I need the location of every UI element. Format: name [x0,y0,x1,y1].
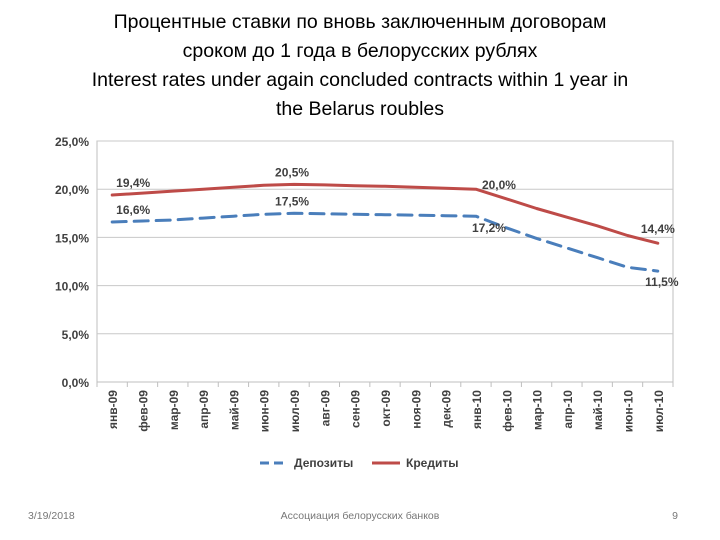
footer-page-number: 9 [672,510,678,522]
data-label: 14,4% [641,222,675,236]
y-tick-label: 15,0% [55,231,89,245]
slide-title: Процентные ставки по вновь заключенным д… [0,8,720,124]
data-label: 20,5% [275,165,309,179]
data-label: 20,0% [482,178,516,192]
x-tick-label: янв-10 [470,390,484,429]
x-tick-label: сен-09 [349,390,363,428]
footer-organization: Ассоциация белорусских банков [280,510,440,522]
legend-label-deposits: Депозиты [294,456,353,470]
x-tick-label: июл-10 [652,390,666,433]
footer-date: 3/19/2018 [28,510,75,522]
y-tick-label: 0,0% [62,376,90,390]
x-tick-label: янв-09 [106,390,120,429]
data-label: 17,5% [275,194,309,208]
legend-label-credits: Кредиты [406,456,458,470]
x-tick-label: май-09 [227,390,241,430]
x-tick-label: мар-10 [531,390,545,430]
x-tick-label: ноя-09 [409,390,423,429]
title-line-en-2: the Belarus roubles [275,98,445,120]
title-line-ru-1: Процентные ставки по вновь заключенным д… [113,11,607,33]
x-tick-label: апр-09 [197,390,211,429]
x-tick-label: май-10 [591,390,605,430]
data-label: 19,4% [116,176,150,190]
series-line-deposits [110,211,660,273]
y-tick-label: 20,0% [55,183,89,197]
x-tick-label: фев-10 [500,390,514,432]
title-line-ru-2: сроком до 1 года в белорусских рублях [182,40,538,62]
x-tick-label: окт-09 [379,390,393,427]
x-tick-label: авг-09 [318,390,332,427]
x-tick-label: июл-09 [288,390,302,433]
data-label: 17,2% [472,221,506,235]
plot-area [96,140,674,383]
y-tick-label: 5,0% [62,328,90,342]
title-line-en-1: Interest rates under again concluded con… [91,69,629,91]
x-tick-label: июн-10 [622,390,636,433]
x-tick-label: дек-09 [440,390,454,428]
data-label: 11,5% [645,275,679,289]
x-tick-label: июн-09 [258,390,272,433]
y-tick-label: 25,0% [55,135,89,149]
x-tick-label: апр-10 [561,390,575,429]
series-line-credits [110,182,660,245]
data-label: 16,6% [116,203,150,217]
y-tick-label: 10,0% [55,280,89,294]
x-tick-label: фев-09 [136,390,150,432]
x-tick-label: мар-09 [167,390,181,430]
